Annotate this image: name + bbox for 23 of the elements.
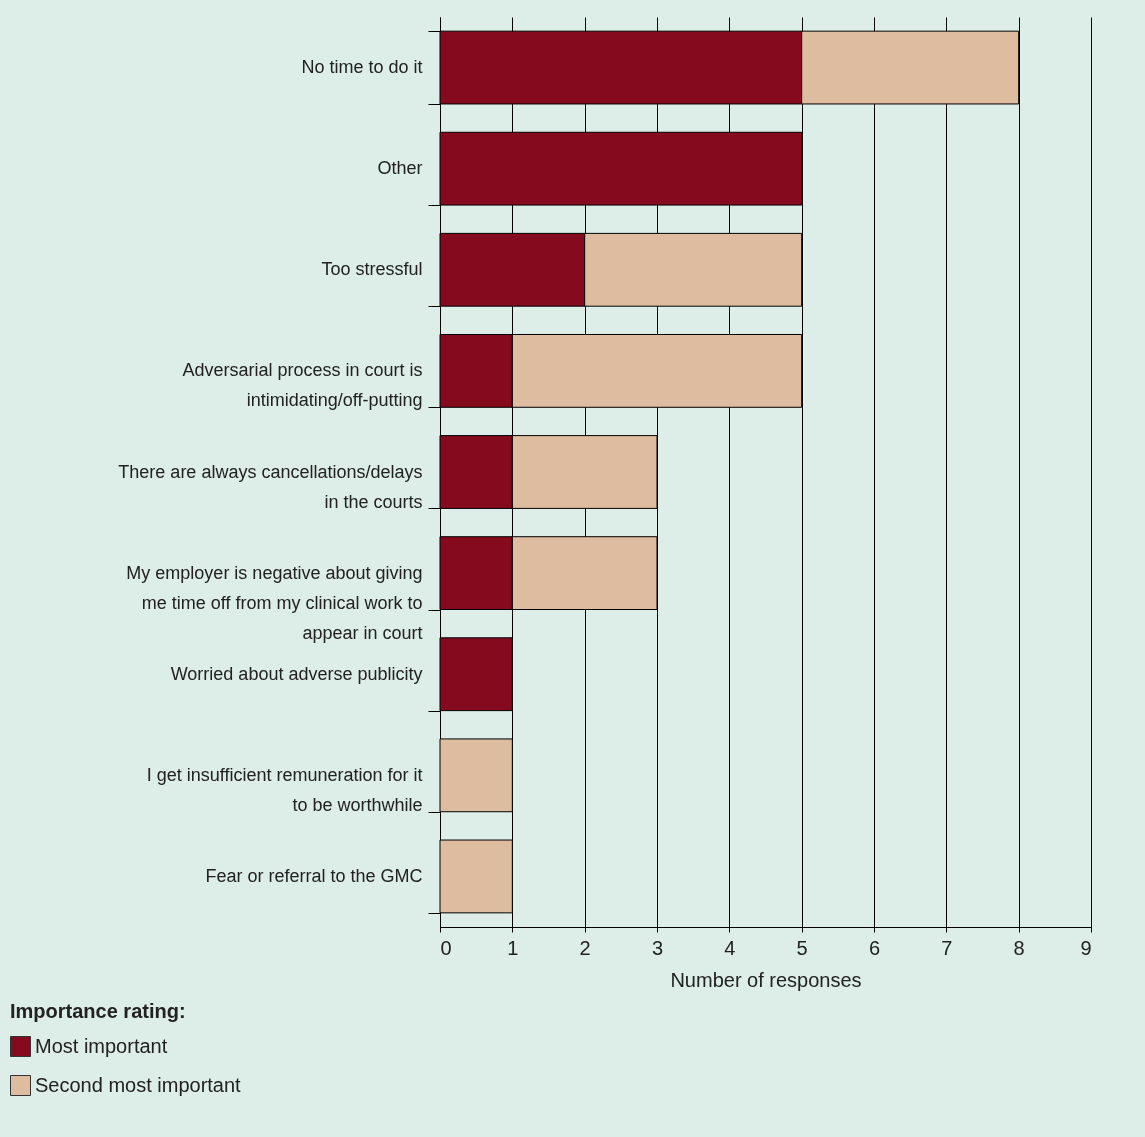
y-tick-label: Fear or referral to the GMC [205,865,423,886]
x-tick-label: 0 [440,936,452,959]
x-tick-label: 9 [1080,936,1092,959]
x-tick-label: 2 [579,936,591,959]
y-tick-label: No time to do it [301,57,423,78]
x-tick-label: 4 [724,936,736,959]
y-tick-label: Too stressful [321,259,423,280]
x-axis-title: Number of responses [670,968,862,991]
y-tick-label: I get insufficient remuneration for it to be worthwhile [146,764,423,815]
x-tick-label: 1 [507,936,519,959]
legend-title: Importance rating: [10,1000,186,1022]
y-tick-label: My employer is negative about giving me time off from my clinical work to appear in court [126,562,423,643]
x-tick-label: 5 [796,936,808,959]
x-tick-label: 3 [651,936,664,959]
y-tick-label: There are always cancellations/delays in the courts [118,461,423,512]
x-tick-label: 7 [941,936,953,959]
y-tick-label: Adversarial process in court is intimidating/off-putting [182,360,423,411]
x-tick-label: 6 [868,936,881,959]
y-tick-label: Worried about adverse publicity [170,663,423,684]
legend-label: Second most important [35,1073,242,1096]
y-tick-label: Other [377,158,423,179]
legend-label: Most important [35,1034,168,1057]
x-tick-label: 8 [1013,936,1025,959]
